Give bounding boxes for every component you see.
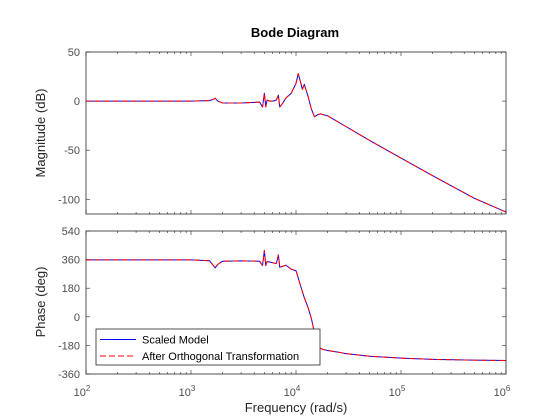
y-tick-label: 360 [62,255,80,267]
after-orthogonal-magnitude-line [86,73,507,213]
y-tick-label: 50 [68,47,80,59]
y-tick-label: -180 [58,340,80,352]
magnitude-plot-area [86,52,506,214]
magnitude-axes-box [85,51,507,215]
x-tick-label: 102 [74,384,91,399]
phase-panel: 540 360 180 0 -180 -360 Phase (deg) Scaled Mo… [33,226,507,381]
magnitude-series [86,73,507,213]
chart-title: Bode Diagram [251,25,339,40]
magnitude-y-tick-labels: 50 0 -50 -100 [58,47,80,206]
x-tick-label: 105 [389,384,406,399]
x-tick-labels: 102 103 104 105 106 [74,384,511,399]
y-tick-label: 0 [74,312,80,324]
phase-y-tick-labels: 540 360 180 0 -180 -360 [58,226,80,381]
phase-ylabel: Phase (deg) [33,267,48,338]
legend-box [95,328,321,366]
magnitude-panel: 50 0 -50 -100 Magnitude (dB) [33,47,507,215]
y-tick-label: 0 [74,96,80,108]
y-tick-label: 540 [62,226,80,238]
y-tick-label: -100 [58,194,80,206]
legend: Scaled Model After Orthogonal Transforma… [95,328,321,366]
x-tick-label: 106 [494,384,511,399]
x-tick-label: 104 [284,384,301,399]
y-tick-label: -360 [58,369,80,381]
legend-label-after-orthogonal: After Orthogonal Transformation [142,351,299,363]
magnitude-ylabel: Magnitude (dB) [33,89,48,178]
x-axis-label: Frequency (rad/s) [245,400,348,415]
x-tick-label: 103 [179,384,196,399]
after-orthogonal-phase-line [86,249,507,361]
phase-series [86,249,507,361]
y-tick-label: 180 [62,283,80,295]
phase-axes-box [85,230,507,375]
legend-label-scaled-model: Scaled Model [142,335,209,347]
y-tick-label: -50 [64,145,80,157]
